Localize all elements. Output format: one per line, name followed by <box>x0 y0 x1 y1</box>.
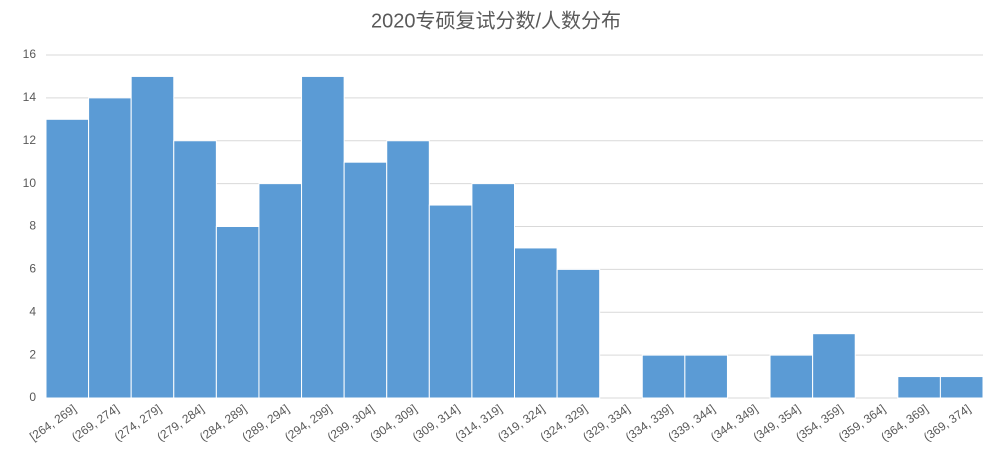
x-tick-label: (324, 329] <box>538 402 590 444</box>
x-tick-label: (344, 349] <box>708 402 760 444</box>
bar <box>215 226 260 399</box>
bar <box>471 183 515 399</box>
bar <box>769 354 814 399</box>
x-tick-label: (349, 354] <box>751 402 803 444</box>
chart-title: 2020专硕复试分数/人数分布 <box>371 9 621 32</box>
bar <box>812 333 856 399</box>
x-tick-label: (369, 374] <box>921 402 973 444</box>
y-tick-label: 8 <box>29 219 36 233</box>
y-tick-label: 0 <box>29 390 36 404</box>
x-tick-label: (334, 339] <box>623 402 675 444</box>
y-tick-label: 14 <box>23 90 37 104</box>
x-tick-label: (279, 284] <box>154 402 206 444</box>
bar <box>45 118 90 399</box>
bar <box>514 247 558 399</box>
bar <box>88 97 132 399</box>
x-tick-label: (319, 324] <box>495 402 547 444</box>
x-tick-label: (309, 314] <box>410 402 462 444</box>
x-tick-label: (364, 369] <box>878 402 930 444</box>
bar <box>897 376 941 399</box>
x-tick-label: (299, 304] <box>325 402 377 444</box>
bar <box>343 161 388 399</box>
bar <box>939 376 984 399</box>
bar <box>173 140 217 399</box>
x-tick-label: (284, 289] <box>197 402 249 444</box>
x-tick-label: (289, 294] <box>239 402 291 444</box>
bar <box>684 354 728 399</box>
x-tick-label: (274, 279] <box>112 402 164 444</box>
x-tick-label: (359, 364] <box>836 402 888 444</box>
x-tick-label: [264, 269] <box>27 402 79 444</box>
y-tick-label: 16 <box>23 47 37 61</box>
y-tick-label: 6 <box>29 262 36 276</box>
x-tick-label: (304, 309] <box>367 402 419 444</box>
x-tick-label: (329, 334] <box>580 402 632 444</box>
x-tick-label: (269, 274] <box>69 402 121 444</box>
bar <box>130 75 175 399</box>
bar <box>386 140 430 399</box>
x-tick-label: (354, 359] <box>793 402 845 444</box>
x-tick-label: (294, 299] <box>282 402 334 444</box>
y-tick-label: 2 <box>29 347 36 361</box>
x-tick-label: (339, 344] <box>665 402 717 444</box>
x-tick-label: (314, 319] <box>452 402 504 444</box>
bar <box>556 268 601 399</box>
bar <box>428 204 473 399</box>
y-tick-label: 12 <box>23 133 37 147</box>
bar <box>258 183 303 399</box>
bar <box>641 354 686 399</box>
y-tick-label: 10 <box>23 176 37 190</box>
y-tick-label: 4 <box>29 304 36 318</box>
bar <box>301 75 345 399</box>
